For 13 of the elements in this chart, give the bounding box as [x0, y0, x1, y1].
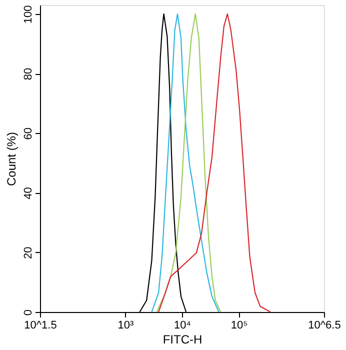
- y-tick-label: 20: [22, 246, 34, 260]
- y-tick-label: 0: [22, 309, 34, 316]
- y-tick-label: 100: [22, 5, 34, 24]
- x-tick-label: 10^1.5: [24, 320, 57, 332]
- y-axis-title: Count (%): [4, 132, 18, 186]
- y-tick-label: 80: [22, 68, 34, 80]
- y-tick-label: 40: [22, 187, 34, 200]
- y-tick-label: 60: [22, 128, 34, 140]
- x-tick-label: 10³: [118, 320, 134, 332]
- x-tick-label: 10^6.5: [308, 320, 341, 332]
- x-axis-title: FITC-H: [162, 332, 202, 346]
- x-tick-label: 10⁴: [174, 320, 192, 332]
- x-tick-label: 10⁵: [230, 320, 248, 332]
